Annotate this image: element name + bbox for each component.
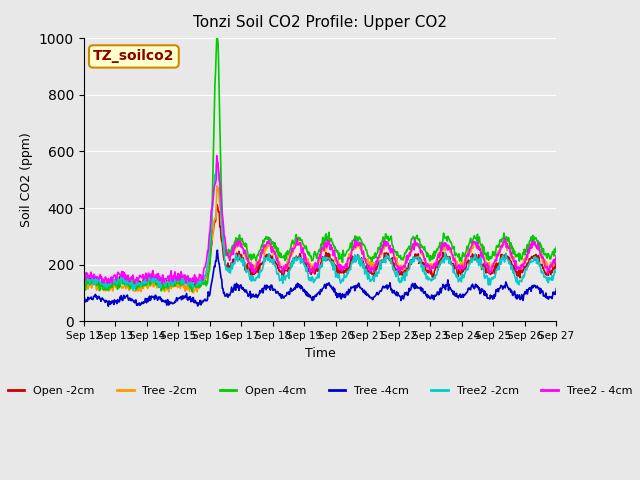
Tree -2cm: [552, 257, 560, 263]
Tree -4cm: [369, 295, 377, 300]
Tree2 - 4cm: [265, 239, 273, 245]
Open -4cm: [369, 254, 377, 260]
Tree -2cm: [247, 260, 255, 266]
Tree -2cm: [223, 251, 231, 256]
Tree2 -2cm: [369, 275, 377, 280]
Tree2 -2cm: [136, 282, 143, 288]
Tree -4cm: [396, 293, 404, 299]
Tree -2cm: [213, 183, 221, 189]
Tree -4cm: [136, 302, 143, 308]
Line: Tree -4cm: Tree -4cm: [84, 250, 556, 306]
Tree -2cm: [265, 243, 273, 249]
Tree -4cm: [214, 247, 221, 253]
Tree -2cm: [189, 290, 197, 296]
Tree2 -2cm: [552, 267, 560, 273]
Open -4cm: [213, 35, 221, 41]
Open -2cm: [396, 272, 404, 278]
Tree2 -2cm: [265, 252, 273, 257]
Tree2 -2cm: [247, 273, 255, 278]
Title: Tonzi Soil CO2 Profile: Upper CO2: Tonzi Soil CO2 Profile: Upper CO2: [193, 15, 447, 30]
Open -2cm: [213, 202, 221, 207]
Open -2cm: [136, 278, 143, 284]
Tree -4cm: [104, 303, 112, 309]
Open -2cm: [247, 272, 255, 278]
Tree2 - 4cm: [192, 281, 200, 287]
Open -2cm: [369, 270, 377, 276]
Tree2 -2cm: [80, 278, 88, 284]
Open -4cm: [135, 284, 143, 290]
Tree -4cm: [265, 284, 273, 290]
Line: Open -2cm: Open -2cm: [84, 204, 556, 289]
Line: Tree2 - 4cm: Tree2 - 4cm: [84, 156, 556, 284]
Tree2 -2cm: [129, 288, 137, 293]
Open -4cm: [188, 288, 196, 294]
Tree -4cm: [80, 296, 88, 302]
Tree2 -2cm: [223, 266, 231, 272]
Open -4cm: [396, 254, 404, 260]
Open -2cm: [80, 277, 88, 283]
Tree2 - 4cm: [369, 265, 377, 271]
Open -2cm: [223, 266, 231, 272]
Tree -4cm: [247, 295, 255, 301]
Tree -2cm: [396, 264, 404, 270]
Tree2 -2cm: [213, 157, 221, 163]
Open -2cm: [102, 286, 110, 292]
Tree -2cm: [369, 263, 377, 268]
Tree -4cm: [223, 291, 231, 297]
Open -4cm: [223, 251, 231, 256]
Tree -2cm: [80, 286, 88, 291]
Tree2 - 4cm: [213, 153, 221, 158]
Open -2cm: [265, 255, 273, 261]
Open -2cm: [552, 258, 560, 264]
Line: Tree2 -2cm: Tree2 -2cm: [84, 160, 556, 290]
Tree2 -2cm: [396, 280, 404, 286]
Open -4cm: [247, 252, 255, 257]
Line: Open -4cm: Open -4cm: [84, 38, 556, 291]
Tree2 - 4cm: [552, 252, 560, 258]
Tree -2cm: [135, 287, 143, 293]
Line: Tree -2cm: Tree -2cm: [84, 186, 556, 293]
Open -4cm: [265, 238, 273, 243]
Tree2 - 4cm: [223, 250, 231, 256]
Legend: Open -2cm, Tree -2cm, Open -4cm, Tree -4cm, Tree2 -2cm, Tree2 - 4cm: Open -2cm, Tree -2cm, Open -4cm, Tree -4…: [3, 382, 637, 401]
Tree2 - 4cm: [247, 265, 255, 271]
Tree2 - 4cm: [396, 269, 404, 275]
Tree2 - 4cm: [135, 275, 143, 280]
Tree -4cm: [552, 286, 560, 291]
Tree2 - 4cm: [80, 276, 88, 282]
X-axis label: Time: Time: [305, 347, 335, 360]
Open -4cm: [80, 280, 88, 286]
Y-axis label: Soil CO2 (ppm): Soil CO2 (ppm): [20, 132, 33, 227]
Open -4cm: [552, 244, 560, 250]
Text: TZ_soilco2: TZ_soilco2: [93, 49, 175, 63]
